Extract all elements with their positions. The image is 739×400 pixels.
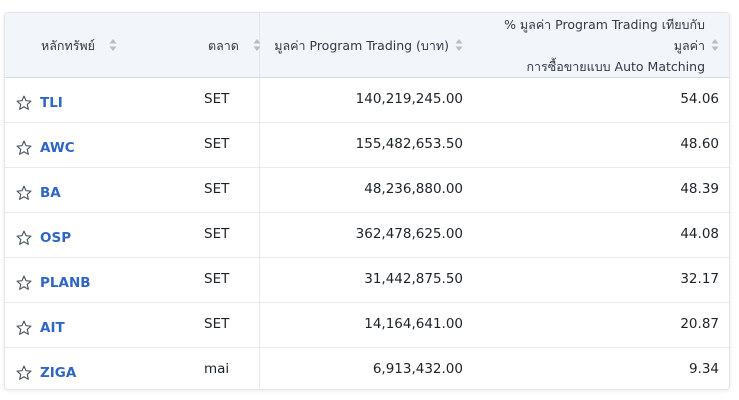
program-trading-table-container: หลักทรัพย์ ตลาด: [4, 12, 730, 390]
table-row: TLI SET 140,219,245.00 54.06: [5, 77, 729, 123]
column-header-symbol[interactable]: หลักทรัพย์: [5, 13, 168, 78]
table-body: TLI SET 140,219,245.00 54.06 AWC SET 155…: [5, 77, 729, 389]
market-cell: SET: [204, 270, 230, 287]
star-outline-icon[interactable]: [15, 319, 33, 337]
sort-arrows-icon[interactable]: [109, 36, 117, 54]
symbol-link[interactable]: PLANB: [40, 275, 91, 291]
column-header-program-value[interactable]: มูลค่า Program Trading (บาท): [259, 13, 473, 78]
star-outline-icon[interactable]: [15, 229, 33, 247]
symbol-link[interactable]: BA: [40, 185, 61, 201]
program-value-cell: 155,482,653.50: [355, 135, 463, 152]
market-cell: SET: [204, 90, 230, 107]
table-row: ZIGA mai 6,913,432.00 9.34: [5, 347, 729, 389]
column-header-market-label: ตลาด: [208, 37, 239, 53]
sort-arrows-icon[interactable]: [253, 36, 261, 54]
star-outline-icon[interactable]: [15, 94, 33, 112]
program-value-cell: 6,913,432.00: [372, 360, 463, 377]
column-header-program-pct[interactable]: % มูลค่า Program Trading เทียบกับมูลค่า …: [473, 13, 729, 78]
table-row: AIT SET 14,164,641.00 20.87: [5, 302, 729, 348]
program-value-cell: 31,442,875.50: [364, 270, 463, 287]
program-value-cell: 362,478,625.00: [355, 225, 463, 242]
program-pct-cell: 48.39: [680, 180, 719, 197]
table-row: OSP SET 362,478,625.00 44.08: [5, 212, 729, 258]
program-pct-cell: 48.60: [680, 135, 719, 152]
program-value-cell: 140,219,245.00: [355, 90, 463, 107]
header-row: หลักทรัพย์ ตลาด: [5, 13, 729, 78]
program-pct-cell: 9.34: [688, 360, 719, 377]
table-row: PLANB SET 31,442,875.50 32.17: [5, 257, 729, 303]
column-header-program-pct-line1: % มูลค่า Program Trading เทียบกับมูลค่า: [504, 16, 705, 53]
program-value-cell: 48,236,880.00: [364, 180, 463, 197]
column-header-program-pct-label: % มูลค่า Program Trading เทียบกับมูลค่า …: [473, 14, 705, 77]
symbol-link[interactable]: ZIGA: [40, 365, 77, 381]
market-cell: SET: [204, 315, 230, 332]
column-header-market[interactable]: ตลาด: [168, 13, 261, 78]
symbol-link[interactable]: AIT: [40, 320, 65, 336]
sort-arrows-icon[interactable]: [455, 36, 463, 54]
program-pct-cell: 20.87: [680, 315, 719, 332]
column-header-symbol-label: หลักทรัพย์: [41, 37, 95, 53]
symbol-link[interactable]: OSP: [40, 230, 72, 246]
program-pct-cell: 54.06: [680, 90, 719, 107]
market-cell: mai: [204, 360, 230, 377]
program-pct-cell: 32.17: [680, 270, 719, 287]
table-row: BA SET 48,236,880.00 48.39: [5, 167, 729, 213]
program-pct-cell: 44.08: [680, 225, 719, 242]
column-header-program-value-label: มูลค่า Program Trading (บาท): [274, 37, 449, 53]
symbol-link[interactable]: TLI: [40, 95, 63, 111]
sort-arrows-icon[interactable]: [711, 36, 719, 54]
table-header: หลักทรัพย์ ตลาด: [5, 13, 729, 78]
column-header-program-pct-line2: การซื้อขายแบบ Auto Matching: [526, 58, 705, 74]
star-outline-icon[interactable]: [15, 184, 33, 202]
symbol-link[interactable]: AWC: [40, 140, 75, 156]
market-cell: SET: [204, 225, 230, 242]
program-value-cell: 14,164,641.00: [364, 315, 463, 332]
table-row: AWC SET 155,482,653.50 48.60: [5, 122, 729, 168]
star-outline-icon[interactable]: [15, 274, 33, 292]
star-outline-icon[interactable]: [15, 364, 33, 382]
market-cell: SET: [204, 135, 230, 152]
program-trading-table: หลักทรัพย์ ตลาด: [5, 13, 729, 389]
market-cell: SET: [204, 180, 230, 197]
star-outline-icon[interactable]: [15, 139, 33, 157]
